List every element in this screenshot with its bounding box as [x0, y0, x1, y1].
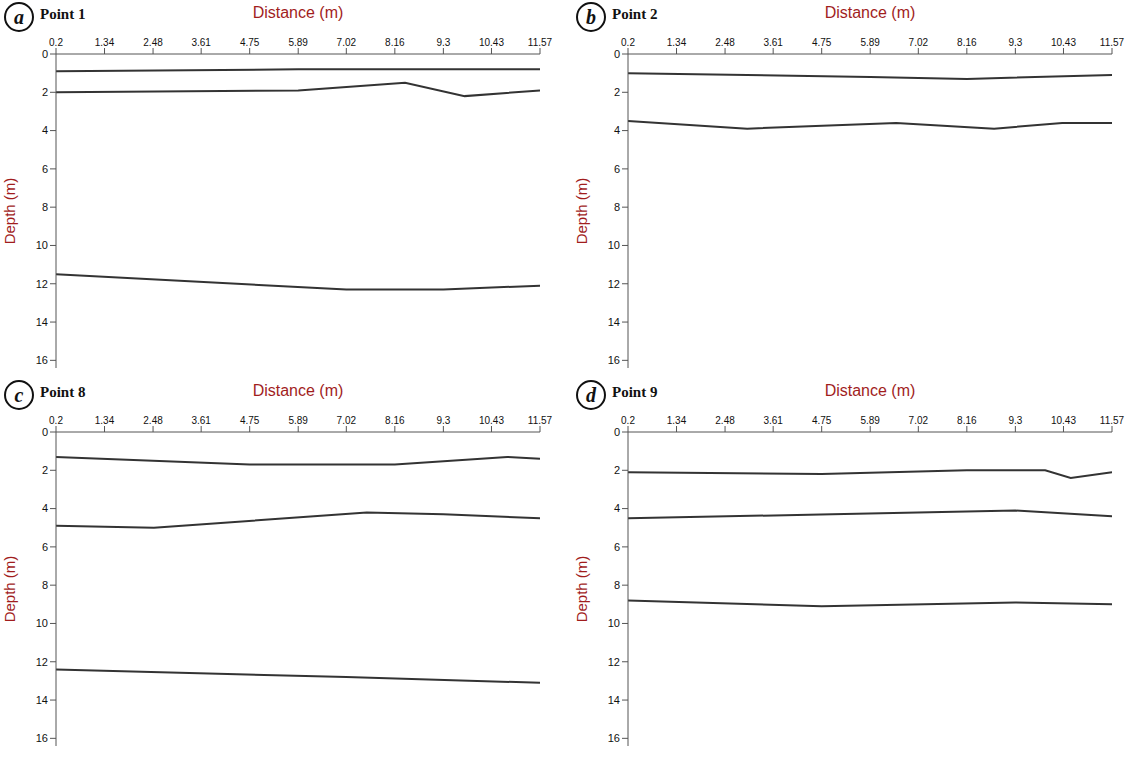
svg-text:0: 0: [614, 48, 620, 60]
svg-text:3.61: 3.61: [763, 415, 783, 426]
svg-text:7.02: 7.02: [337, 415, 357, 426]
svg-text:0.2: 0.2: [621, 415, 635, 426]
svg-text:4: 4: [42, 124, 48, 136]
svg-text:2.48: 2.48: [143, 415, 163, 426]
html-text:Point 1: Point 1: [40, 6, 86, 22]
svg-text:11.57: 11.57: [1100, 415, 1125, 426]
svg-text:2.48: 2.48: [143, 37, 163, 48]
svg-text:2.48: 2.48: [715, 37, 735, 48]
svg-text:Depth (m): Depth (m): [1, 178, 18, 245]
svg-text:0.2: 0.2: [49, 415, 63, 426]
svg-text:3.61: 3.61: [191, 415, 211, 426]
svg-text:3.61: 3.61: [763, 37, 783, 48]
svg-text:1.34: 1.34: [95, 415, 115, 426]
svg-text:10.43: 10.43: [479, 415, 504, 426]
svg-text:8.16: 8.16: [385, 37, 405, 48]
svg-text:8: 8: [614, 201, 620, 213]
svg-text:4.75: 4.75: [812, 37, 832, 48]
svg-text:16: 16: [608, 732, 620, 744]
svg-text:0.2: 0.2: [621, 37, 635, 48]
svg-text:6: 6: [42, 163, 48, 175]
svg-text:12: 12: [608, 656, 620, 668]
svg-text:16: 16: [608, 354, 620, 366]
html-text:Point 9: Point 9: [612, 384, 658, 400]
svg-text:8: 8: [42, 201, 48, 213]
svg-text:9.3: 9.3: [1008, 415, 1022, 426]
svg-text:10: 10: [36, 239, 48, 251]
html-text:a: a: [14, 6, 24, 28]
svg-text:0: 0: [614, 426, 620, 438]
svg-text:Depth (m): Depth (m): [573, 556, 590, 623]
svg-text:5.89: 5.89: [288, 37, 308, 48]
svg-text:1.34: 1.34: [667, 415, 687, 426]
svg-text:6: 6: [42, 541, 48, 553]
svg-text:9.3: 9.3: [436, 415, 450, 426]
svg-text:7.02: 7.02: [337, 37, 357, 48]
svg-text:16: 16: [36, 354, 48, 366]
svg-text:7.02: 7.02: [909, 37, 929, 48]
svg-text:10: 10: [608, 239, 620, 251]
html-text:Distance (m): Distance (m): [824, 382, 916, 399]
svg-text:0: 0: [42, 48, 48, 60]
svg-text:10: 10: [608, 617, 620, 629]
svg-text:9.3: 9.3: [436, 37, 450, 48]
svg-text:11.57: 11.57: [528, 415, 553, 426]
html-text:Point 2: Point 2: [612, 6, 658, 22]
svg-text:14: 14: [608, 694, 620, 706]
svg-text:9.3: 9.3: [1008, 37, 1022, 48]
svg-text:0: 0: [42, 426, 48, 438]
svg-text:14: 14: [36, 694, 48, 706]
svg-text:4.75: 4.75: [240, 415, 260, 426]
svg-text:5.89: 5.89: [860, 415, 880, 426]
svg-text:11.57: 11.57: [1100, 37, 1125, 48]
svg-text:6: 6: [614, 163, 620, 175]
svg-text:12: 12: [36, 656, 48, 668]
svg-text:2: 2: [614, 86, 620, 98]
svg-text:14: 14: [36, 316, 48, 328]
svg-text:4: 4: [614, 502, 620, 514]
svg-text:5.89: 5.89: [288, 415, 308, 426]
svg-text:Depth (m): Depth (m): [1, 556, 18, 623]
svg-text:1.34: 1.34: [667, 37, 687, 48]
svg-text:5.89: 5.89: [860, 37, 880, 48]
svg-text:8: 8: [614, 579, 620, 591]
svg-text:14: 14: [608, 316, 620, 328]
svg-text:16: 16: [36, 732, 48, 744]
svg-text:2: 2: [42, 464, 48, 476]
svg-text:Depth (m): Depth (m): [573, 178, 590, 245]
svg-text:2.48: 2.48: [715, 415, 735, 426]
svg-text:10.43: 10.43: [1051, 415, 1076, 426]
html-text:Distance (m): Distance (m): [252, 4, 344, 21]
svg-text:3.61: 3.61: [191, 37, 211, 48]
html-text:b: b: [586, 6, 596, 28]
html-text:Point 8: Point 8: [40, 384, 86, 400]
svg-text:12: 12: [608, 278, 620, 290]
svg-text:6: 6: [614, 541, 620, 553]
svg-text:4.75: 4.75: [240, 37, 260, 48]
svg-text:7.02: 7.02: [909, 415, 929, 426]
svg-text:2: 2: [42, 86, 48, 98]
html-text:Distance (m): Distance (m): [252, 382, 344, 399]
svg-text:4: 4: [42, 502, 48, 514]
svg-text:12: 12: [36, 278, 48, 290]
svg-text:10: 10: [36, 617, 48, 629]
svg-text:1.34: 1.34: [95, 37, 115, 48]
svg-text:11.57: 11.57: [528, 37, 553, 48]
svg-text:10.43: 10.43: [1051, 37, 1076, 48]
svg-text:2: 2: [614, 464, 620, 476]
svg-text:8.16: 8.16: [957, 37, 977, 48]
svg-text:8: 8: [42, 579, 48, 591]
svg-text:0.2: 0.2: [49, 37, 63, 48]
svg-text:4.75: 4.75: [812, 415, 832, 426]
svg-text:10.43: 10.43: [479, 37, 504, 48]
html-text:Distance (m): Distance (m): [824, 4, 916, 21]
svg-text:8.16: 8.16: [385, 415, 405, 426]
svg-text:4: 4: [614, 124, 620, 136]
svg-text:8.16: 8.16: [957, 415, 977, 426]
html-text:c: c: [14, 384, 24, 406]
html-text:d: d: [586, 384, 596, 406]
